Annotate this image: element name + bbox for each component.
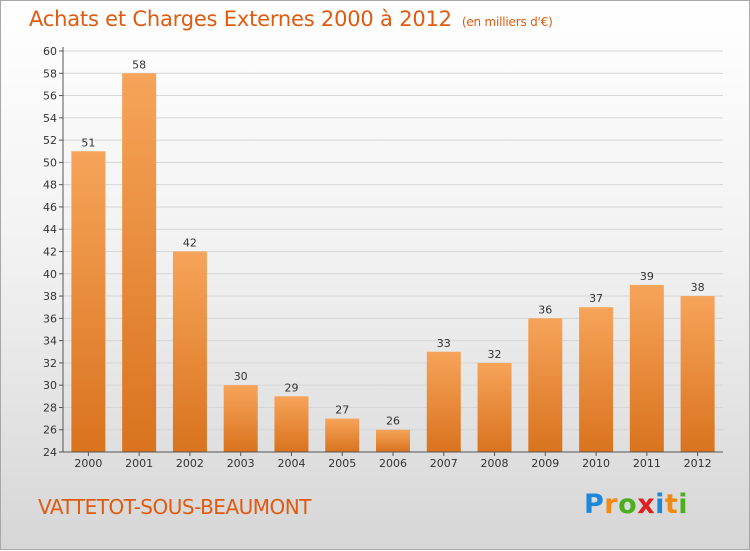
bar <box>426 351 461 452</box>
y-tick-label: 44 <box>43 223 57 236</box>
x-tick-label: 2000 <box>74 457 102 470</box>
x-tick-label: 2005 <box>328 457 356 470</box>
x-tick-label: 2011 <box>633 457 661 470</box>
data-label: 33 <box>437 337 451 350</box>
data-label: 39 <box>640 270 654 283</box>
bar <box>680 296 715 452</box>
commune-name: VATTETOT-SOUS-BEAUMONT <box>38 495 311 519</box>
x-tick-label: 2008 <box>481 457 509 470</box>
logo-letter: t <box>664 489 679 520</box>
bar <box>629 284 664 452</box>
grid-lines <box>63 50 723 431</box>
data-label: 42 <box>183 237 197 250</box>
data-label: 36 <box>538 303 552 316</box>
y-tick-label: 54 <box>43 112 57 125</box>
logo-letter: P <box>584 489 605 520</box>
y-tick-label: 38 <box>43 290 57 303</box>
y-tick-label: 26 <box>43 424 57 437</box>
x-tick-label: 2007 <box>430 457 458 470</box>
x-tick-label: 2002 <box>176 457 204 470</box>
data-label: 26 <box>386 415 400 428</box>
data-label: 58 <box>132 58 146 71</box>
bar <box>223 385 258 452</box>
data-label: 37 <box>589 292 603 305</box>
y-tick-label: 46 <box>43 201 57 214</box>
bar <box>122 73 157 453</box>
y-tick-label: 50 <box>43 156 57 169</box>
bar <box>579 307 614 452</box>
data-label: 38 <box>691 281 705 294</box>
axes <box>59 47 723 456</box>
bar <box>325 418 360 452</box>
logo-letter: x <box>637 489 656 520</box>
y-tick-label: 32 <box>43 357 57 370</box>
chart-title: Achats et Charges Externes 2000 à 2012 (e… <box>29 7 553 31</box>
labels: 24 26 28 30 32 34 36 38 40 42 44 46 48 50 52 54 56 58 60 51… <box>43 45 712 470</box>
chart-subtitle: (en milliers d'€) <box>461 15 553 29</box>
y-tick-label: 24 <box>43 446 57 459</box>
data-label: 29 <box>284 381 298 394</box>
y-tick-label: 40 <box>43 268 57 281</box>
y-tick-label: 36 <box>43 312 57 325</box>
y-tick-label: 56 <box>43 90 57 103</box>
y-tick-label: 34 <box>43 335 57 348</box>
x-tick-label: 2001 <box>125 457 153 470</box>
bar <box>71 151 106 452</box>
x-tick-label: 2010 <box>582 457 610 470</box>
proxiti-logo[interactable]: Proxiti <box>584 489 688 520</box>
data-label: 32 <box>488 348 502 361</box>
y-tick-label: 30 <box>43 379 57 392</box>
x-tick-label: 2003 <box>227 457 255 470</box>
logo-letter: o <box>618 489 638 520</box>
x-tick-label: 2009 <box>531 457 559 470</box>
y-tick-label: 58 <box>43 67 57 80</box>
bar <box>274 396 309 452</box>
data-label: 30 <box>234 370 248 383</box>
x-tick-label: 2012 <box>684 457 712 470</box>
x-tick-label: 2006 <box>379 457 407 470</box>
data-label: 51 <box>81 136 95 149</box>
y-tick-label: 28 <box>43 401 57 414</box>
data-label: 27 <box>335 404 349 417</box>
logo-letter: i <box>655 489 665 520</box>
bar <box>172 251 207 452</box>
y-tick-label: 60 <box>43 45 57 58</box>
x-tick-label: 2004 <box>277 457 305 470</box>
logo-letter: r <box>604 489 619 520</box>
y-tick-label: 42 <box>43 246 57 259</box>
bar <box>528 318 563 452</box>
chart-title-text: Achats et Charges Externes 2000 à 2012 <box>29 7 452 31</box>
bar <box>477 362 512 452</box>
bars <box>71 73 715 453</box>
y-tick-label: 52 <box>43 134 57 147</box>
y-tick-label: 48 <box>43 179 57 192</box>
logo-letter: i <box>678 489 689 520</box>
bar <box>376 429 410 452</box>
